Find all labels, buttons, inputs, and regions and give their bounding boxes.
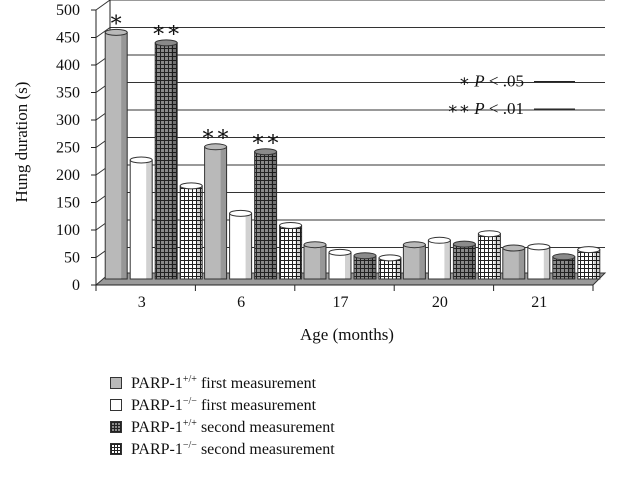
legend-label: PARP-1−/− first measurement: [131, 395, 317, 414]
bar-shade: [518, 248, 525, 279]
bar-shade: [593, 249, 600, 279]
bar-shade: [146, 160, 153, 279]
bar-cap: [254, 148, 278, 156]
bar-cap: [328, 248, 352, 256]
x-tick-label: 17: [333, 294, 349, 311]
y-tick-label: 200: [56, 167, 80, 184]
y-tick-label: 400: [56, 57, 80, 74]
y-tick-label: 350: [56, 85, 80, 102]
bar-cap: [229, 209, 253, 217]
bar-cap: [502, 244, 526, 252]
bar-shade: [543, 246, 550, 279]
bar-cap: [552, 253, 576, 261]
bar-shade: [395, 257, 401, 279]
bar-cap: [104, 28, 128, 36]
bar-shade: [345, 252, 351, 279]
legend-swatch: [110, 377, 122, 389]
gridline-depth: [95, 27, 111, 38]
legend-swatch: [110, 421, 122, 433]
p-value-annotation: ∗∗ P < .01: [447, 99, 524, 118]
bar-cap: [477, 230, 501, 238]
significance-marker: ∗∗: [201, 121, 231, 146]
y-tick-label: 300: [56, 112, 80, 129]
bar-shade: [568, 256, 575, 279]
bar-shade: [444, 240, 451, 279]
y-axis-label: Hung duration (s): [12, 82, 31, 203]
y-tick-label: 250: [56, 140, 80, 157]
bar-shade: [419, 244, 426, 279]
y-tick-label: 500: [56, 2, 80, 19]
x-axis-label: Age (months): [300, 325, 394, 344]
bar-cap: [402, 241, 426, 249]
bar-shade: [494, 233, 501, 279]
significance-marker: ∗: [109, 6, 124, 31]
x-tick-label: 3: [138, 294, 146, 311]
x-tick-label: 6: [237, 294, 245, 311]
bar-shade: [220, 146, 227, 279]
bar-cap: [204, 143, 228, 151]
legend-swatch: [110, 399, 122, 411]
significance-marker: ∗∗: [151, 17, 181, 42]
bar-cap: [179, 182, 203, 190]
bar-cap: [527, 243, 551, 251]
bar-shade: [469, 244, 476, 279]
y-tick-label: 450: [56, 30, 80, 47]
bar-shade: [245, 213, 252, 279]
legend-label: PARP-1−/− second measurement: [131, 439, 335, 458]
bar-shade: [121, 32, 128, 280]
bar-shade: [320, 244, 326, 279]
bar-cap: [452, 240, 476, 248]
legend-item: PARP-1−/− first measurement: [110, 394, 335, 416]
gridline-depth: [95, 0, 111, 11]
legend-swatch: [110, 443, 122, 455]
bar-cap: [303, 241, 327, 249]
significance-marker: ∗∗: [251, 126, 281, 151]
bar-cap: [279, 221, 303, 229]
y-tick-label: 150: [56, 195, 80, 212]
bar-cap: [577, 246, 601, 254]
bar-cap: [353, 252, 377, 260]
bar-shade: [171, 42, 178, 279]
bar-cap: [378, 254, 402, 262]
x-tick-label: 20: [432, 294, 448, 311]
legend-item: PARP-1+/+ first measurement: [110, 372, 335, 394]
bar-cap: [154, 39, 178, 47]
legend-label: PARP-1+/+ first measurement: [131, 373, 317, 392]
y-tick-label: 0: [72, 277, 80, 294]
bar-shade: [370, 255, 376, 279]
p-value-annotation: ∗ P < .05: [458, 72, 524, 91]
bars: [104, 28, 601, 280]
bar-shade: [196, 185, 203, 279]
y-tick-label: 50: [64, 250, 80, 267]
x-tick-label: 21: [531, 294, 547, 311]
bar-shade: [295, 225, 302, 279]
legend-label: PARP-1+/+ second measurement: [131, 417, 335, 436]
bar-cap: [427, 236, 451, 244]
bar-shade: [270, 151, 277, 279]
bar-cap: [129, 156, 153, 164]
legend: PARP-1+/+ first measurement PARP-1−/− fi…: [110, 372, 335, 460]
y-tick-label: 100: [56, 222, 80, 239]
legend-item: PARP-1+/+ second measurement: [110, 416, 335, 438]
legend-item: PARP-1−/− second measurement: [110, 438, 335, 460]
